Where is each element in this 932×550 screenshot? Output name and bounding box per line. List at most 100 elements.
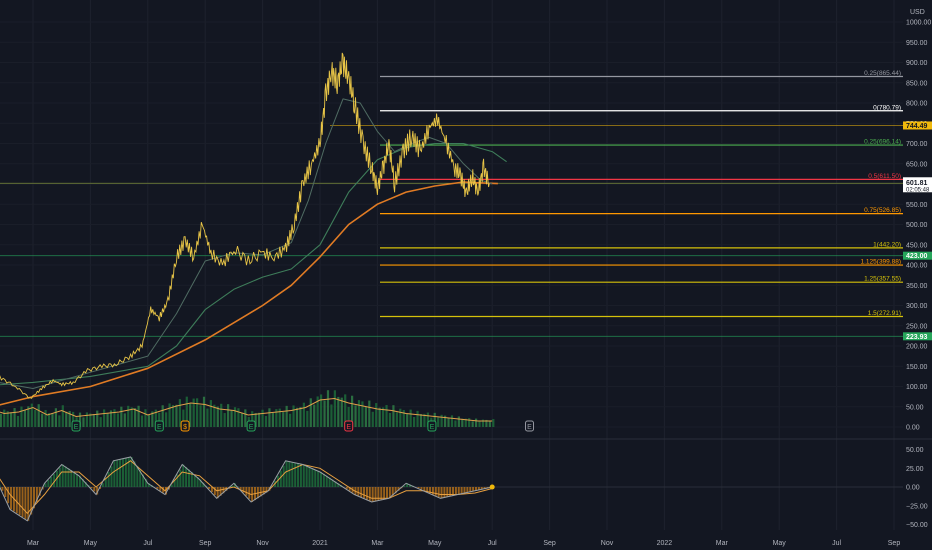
- level-tag-bg: [903, 121, 932, 130]
- osc-histogram-bar: [314, 469, 317, 487]
- volume-bar: [189, 403, 192, 427]
- volume-bar: [416, 410, 419, 427]
- time-axis-label: 2022: [657, 540, 673, 547]
- volume-bar: [233, 407, 237, 427]
- volume-bar: [481, 419, 485, 427]
- event-marker-label: E: [527, 424, 532, 431]
- osc-histogram-bar: [345, 487, 348, 489]
- osc-histogram-bar: [397, 487, 400, 491]
- fib-level-label: 0.75(526.85): [864, 207, 901, 214]
- volume-bar: [419, 414, 423, 427]
- osc-histogram-bar: [299, 463, 302, 487]
- price-axis-tick-label: 500.00: [906, 222, 928, 229]
- osc-current-dot: [489, 484, 495, 490]
- price-axis-tick-label: 350.00: [906, 283, 928, 290]
- event-marker[interactable]: E: [246, 420, 256, 432]
- volume-bar: [392, 405, 395, 427]
- osc-histogram-bar: [187, 469, 190, 487]
- osc-histogram-bar: [279, 470, 282, 487]
- osc-axis-tick-label: 0.00: [906, 485, 920, 492]
- volume-bar: [361, 401, 364, 427]
- osc-histogram-bar: [469, 487, 472, 492]
- fib-level-label: 0.5(611.50): [868, 173, 901, 180]
- osc-histogram-bar: [185, 467, 188, 487]
- volume-bar: [54, 408, 58, 427]
- volume-bar: [113, 409, 116, 427]
- osc-histogram-bar: [437, 487, 440, 497]
- volume-bar: [261, 409, 264, 427]
- volume-bar: [13, 408, 16, 427]
- osc-histogram-bar: [406, 483, 409, 487]
- volume-bar: [103, 409, 106, 427]
- volume-bar: [326, 390, 330, 427]
- volume-bar: [213, 404, 216, 427]
- osc-histogram-bar: [116, 460, 119, 487]
- price-axis-tick-label: 650.00: [906, 161, 928, 168]
- event-marker[interactable]: E: [344, 420, 354, 432]
- osc-histogram-bar: [452, 487, 455, 496]
- moving-averages: [0, 98, 507, 406]
- event-marker-label: E: [74, 424, 79, 431]
- event-marker[interactable]: $: [180, 420, 190, 432]
- volume-bar: [357, 400, 361, 427]
- osc-histogram-bar: [262, 487, 265, 495]
- event-marker[interactable]: E: [71, 420, 81, 432]
- volume-bar: [299, 407, 302, 427]
- volume-bar: [6, 411, 9, 427]
- volume-bar: [216, 406, 219, 427]
- axes: 0.00 50.00 100.00 150.00 200.00 250.00 300.00 3…: [27, 9, 931, 547]
- osc-histogram-bar: [383, 487, 386, 500]
- volume-bar: [295, 407, 299, 427]
- volume-bar: [302, 402, 305, 427]
- volume-bar: [171, 405, 175, 427]
- osc-histogram-bar: [15, 487, 18, 514]
- volume-bar: [478, 421, 481, 427]
- fib-level-label: 1.125(399.88): [861, 259, 901, 266]
- volume-bar: [275, 409, 278, 427]
- osc-histogram-bar: [377, 487, 380, 501]
- osc-histogram-bar: [423, 487, 426, 491]
- osc-histogram-bar: [446, 487, 449, 497]
- event-marker[interactable]: E: [154, 420, 164, 432]
- volume-bar: [140, 415, 144, 427]
- osc-histogram-bar: [202, 482, 205, 487]
- volume-bar: [485, 419, 488, 427]
- volume-bar: [492, 419, 495, 427]
- level-tag-text: 744.49: [906, 123, 928, 130]
- osc-histogram-bar: [144, 478, 147, 487]
- volume-bar: [116, 413, 120, 427]
- osc-histogram-bar: [417, 487, 420, 489]
- volume-bar: [109, 410, 113, 427]
- oscillator-pane: [0, 456, 903, 522]
- time-axis-label: Sep: [199, 540, 212, 547]
- osc-signal-line: [0, 460, 493, 515]
- volume-bar: [237, 408, 240, 427]
- price-axis-tick-label: 250.00: [906, 323, 928, 330]
- osc-histogram-bar: [142, 474, 145, 487]
- volume-bar: [130, 407, 133, 427]
- event-marker[interactable]: E: [525, 420, 535, 432]
- osc-histogram-bar: [365, 487, 368, 500]
- price-axis-tick-label: 800.00: [906, 101, 928, 108]
- volume-bar: [30, 403, 33, 427]
- volume-bar: [440, 414, 443, 427]
- volume-bar: [364, 406, 367, 427]
- volume-bar: [433, 412, 436, 427]
- event-marker[interactable]: E: [427, 420, 437, 432]
- osc-histogram-bar: [276, 475, 279, 487]
- osc-axis-tick-label: 25.00: [906, 466, 924, 473]
- time-axis-label: May: [84, 540, 98, 547]
- time-axis-label: Mar: [371, 540, 384, 547]
- osc-histogram-bar: [210, 487, 213, 492]
- volume-bar: [251, 411, 254, 427]
- osc-histogram-bar: [294, 462, 297, 487]
- osc-histogram-bar: [239, 487, 242, 490]
- osc-histogram-bar: [480, 487, 483, 490]
- osc-histogram-bar: [193, 474, 196, 487]
- volume-bar: [202, 396, 206, 427]
- volume-bar: [85, 412, 89, 427]
- osc-histogram-bar: [431, 487, 434, 495]
- price-axis-tick-label: 150.00: [906, 364, 928, 371]
- event-marker-box: [427, 420, 437, 432]
